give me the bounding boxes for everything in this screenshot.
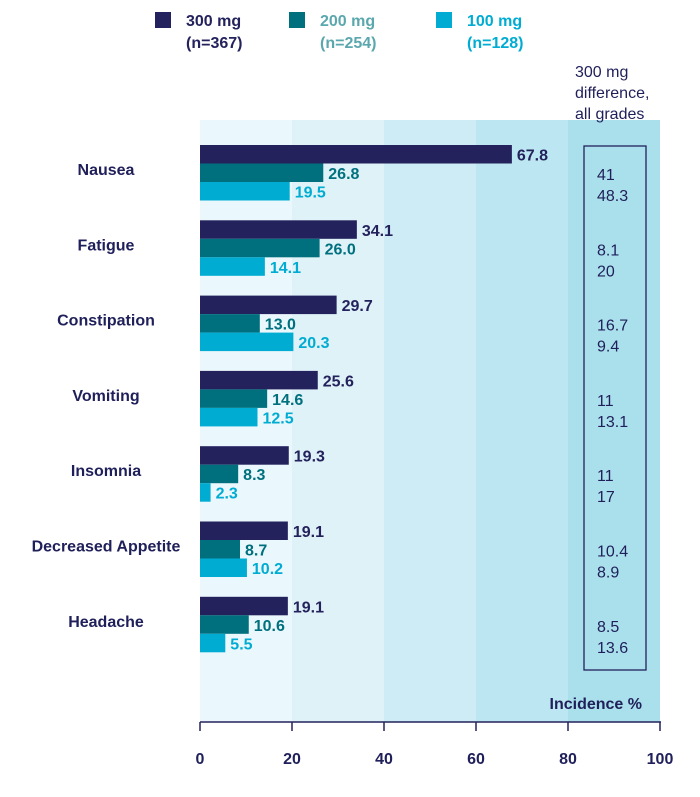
bar — [200, 163, 324, 182]
bar — [200, 238, 320, 258]
bar — [200, 446, 289, 465]
bar — [200, 558, 247, 577]
legend-swatch — [436, 12, 452, 28]
legend-entry-n: (n=254) — [320, 35, 376, 52]
bar — [200, 464, 239, 484]
legend-entry-name: 300 mg — [186, 13, 241, 30]
difference-value: 10.4 — [597, 544, 628, 561]
difference-value: 13.6 — [597, 640, 628, 657]
bar-value-label: 34.1 — [362, 223, 393, 240]
difference-value: 9.4 — [597, 339, 619, 356]
bar-value-label: 19.5 — [295, 185, 326, 202]
bar — [200, 182, 290, 201]
difference-value: 13.1 — [597, 414, 628, 431]
category-label: Nausea — [78, 162, 135, 179]
bar — [200, 596, 288, 616]
bar — [200, 257, 265, 276]
difference-value: 20 — [597, 263, 615, 280]
bar-value-label: 19.3 — [294, 449, 325, 466]
difference-value: 17 — [597, 489, 615, 506]
x-tick-label: 40 — [375, 751, 393, 768]
bar — [200, 633, 226, 653]
bar — [200, 145, 512, 164]
difference-header-line: all grades — [575, 106, 644, 123]
difference-column-header: 300 mg difference, all grades — [575, 64, 649, 123]
category-label: Insomnia — [71, 463, 141, 480]
bar-value-label: 5.5 — [230, 636, 252, 653]
background-band — [476, 120, 568, 722]
x-tick-label: 60 — [467, 751, 485, 768]
x-tick-label: 0 — [196, 751, 205, 768]
category-label: Fatigue — [78, 237, 135, 254]
difference-value: 48.3 — [597, 188, 628, 205]
category-label: Constipation — [57, 313, 155, 330]
bar-value-label: 10.6 — [254, 618, 285, 635]
difference-values: 41 48.3 8.1 20 16.7 9.4 11 13.1 11 17 10.4 8.9 8.5 13… — [597, 167, 628, 657]
bar-value-label: 14.1 — [270, 260, 301, 277]
background-band — [292, 120, 384, 722]
bar — [200, 483, 211, 502]
x-tick-label: 100 — [647, 751, 674, 768]
difference-value: 11 — [597, 393, 614, 410]
bar — [200, 540, 241, 559]
bar-value-label: 25.6 — [323, 373, 354, 390]
bar-value-label: 14.6 — [272, 392, 303, 409]
bar-value-label: 19.1 — [293, 599, 324, 616]
legend-entry-name: 100 mg — [467, 13, 522, 30]
background-bands — [200, 120, 660, 722]
bar-value-label: 2.3 — [216, 486, 238, 503]
bar-value-labels: 67.8 26.819.5 34.1 26.0 14.1 29.7 13.020.3 25.6… — [216, 148, 549, 654]
bar-value-label: 13.0 — [265, 317, 296, 334]
bar-value-label: 29.7 — [342, 298, 373, 315]
bar — [200, 521, 288, 540]
difference-header-line: 300 mg — [575, 64, 628, 81]
x-axis: 0 20 40 60 80 100 — [196, 721, 674, 768]
bar-value-label: 10.2 — [252, 561, 283, 578]
bar — [200, 389, 268, 408]
x-axis-title: Incidence % — [550, 696, 642, 713]
category-label: Headache — [68, 614, 144, 631]
bar — [200, 370, 318, 390]
difference-value: 11 — [597, 468, 614, 485]
bar-value-label: 8.7 — [245, 543, 267, 560]
legend-entry-n: (n=128) — [467, 35, 523, 52]
x-tick-label: 20 — [283, 751, 301, 768]
bar — [200, 220, 357, 239]
legend-swatch — [289, 12, 305, 28]
bar-value-label: 20.3 — [298, 335, 329, 352]
bar — [200, 295, 337, 315]
category-labels: Nausea Fatigue Constipation Vomiting Insomni… — [32, 162, 181, 631]
bar-value-label: 19.1 — [293, 524, 324, 541]
difference-value: 41 — [597, 167, 615, 184]
difference-box — [583, 145, 647, 671]
bar-marks — [200, 145, 512, 653]
difference-value: 8.9 — [597, 565, 619, 582]
legend-entry-n: (n=367) — [186, 35, 242, 52]
category-label: Vomiting — [72, 388, 139, 405]
bar — [200, 407, 258, 427]
bar-value-label: 67.8 — [517, 148, 548, 165]
background-band — [568, 120, 660, 722]
bar-value-label: 8.3 — [243, 467, 265, 484]
category-label: Decreased Appetite — [32, 539, 181, 556]
legend-entry-name: 200 mg — [320, 13, 375, 30]
legend: 300 mg (n=367) 200 mg (n=254) 100 mg (n=128) — [155, 12, 523, 52]
background-band — [384, 120, 476, 722]
legend-swatch — [155, 12, 171, 28]
bar — [200, 314, 260, 333]
difference-value: 8.1 — [597, 242, 619, 259]
bar-value-label: 26.0 — [325, 241, 356, 258]
bar — [200, 332, 294, 352]
difference-value: 8.5 — [597, 619, 619, 636]
bar — [200, 615, 249, 634]
difference-header-line: difference, — [575, 85, 649, 102]
bar-value-label: 26.8 — [328, 166, 359, 183]
x-tick-label: 80 — [559, 751, 577, 768]
difference-value: 16.7 — [597, 318, 628, 335]
bar-value-label: 12.5 — [263, 410, 294, 427]
